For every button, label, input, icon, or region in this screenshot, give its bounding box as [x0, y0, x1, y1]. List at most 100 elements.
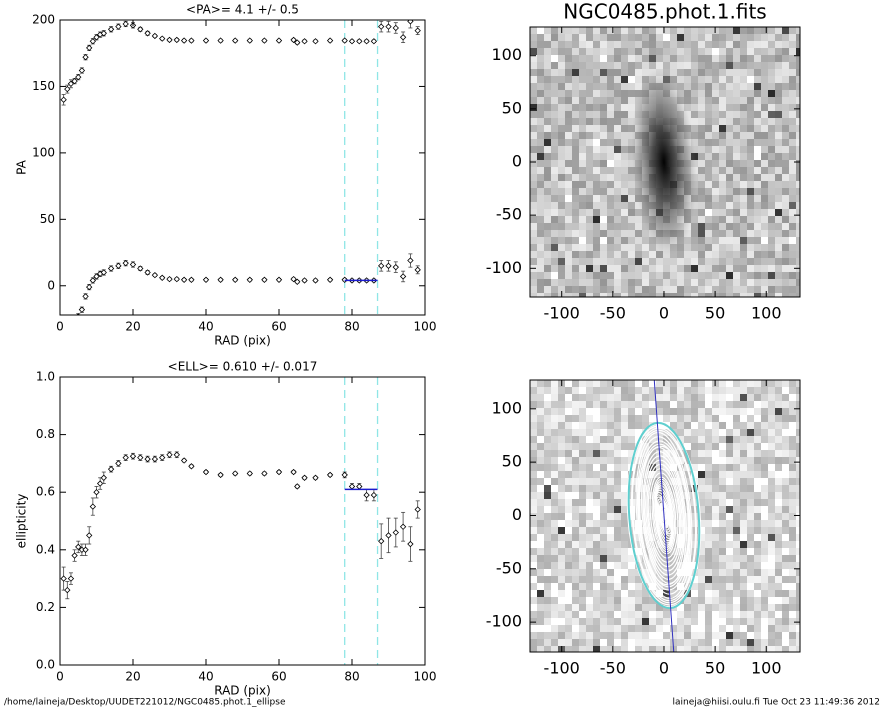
- pixel: [789, 506, 796, 513]
- x-tick-label: 0: [56, 670, 64, 684]
- pixel: [747, 625, 754, 632]
- pixel: [677, 632, 684, 639]
- pixel: [565, 401, 572, 408]
- pixel: [782, 478, 789, 485]
- pixel: [593, 520, 600, 527]
- data-point: [261, 470, 268, 477]
- pixel: [593, 534, 600, 541]
- pixel: [726, 639, 733, 646]
- pixel: [726, 167, 733, 174]
- pixel: [789, 436, 796, 443]
- pixel: [775, 160, 782, 167]
- pixel: [691, 618, 698, 625]
- pixel: [754, 55, 761, 62]
- pixel: [712, 534, 719, 541]
- pixel: [719, 34, 726, 41]
- pixel: [698, 541, 705, 548]
- pixel: [628, 625, 635, 632]
- pixel: [614, 562, 621, 569]
- pixel: [586, 139, 593, 146]
- y-axis-label: PA: [15, 159, 29, 174]
- pixel: [733, 209, 740, 216]
- data-point: [166, 275, 173, 283]
- pixel: [747, 76, 754, 83]
- pixel: [628, 83, 635, 90]
- pixel: [796, 181, 800, 188]
- pixel: [789, 520, 796, 527]
- pixel: [558, 534, 565, 541]
- pixel: [705, 513, 712, 520]
- pixel: [656, 611, 663, 618]
- pixel: [754, 279, 761, 286]
- pixel: [768, 555, 775, 562]
- pixel: [572, 506, 579, 513]
- pixel: [761, 76, 768, 83]
- pixel: [565, 436, 572, 443]
- pixel: [754, 76, 761, 83]
- pixel: [635, 604, 642, 611]
- pixel: [754, 478, 761, 485]
- pixel: [712, 258, 719, 265]
- pixel: [747, 632, 754, 639]
- pixel: [614, 478, 621, 485]
- pixel: [789, 534, 796, 541]
- pixel: [789, 118, 796, 125]
- pixel: [719, 146, 726, 153]
- data-point: [414, 266, 421, 273]
- isophote: [659, 509, 669, 522]
- pixel: [775, 639, 782, 646]
- pixel: [628, 223, 635, 230]
- pixel: [719, 286, 726, 293]
- pixel: [698, 237, 705, 244]
- pixel: [593, 76, 600, 83]
- pixel: [796, 202, 800, 209]
- pixel: [621, 646, 628, 652]
- pixel: [586, 422, 593, 429]
- pixel: [572, 118, 579, 125]
- pixel: [614, 380, 621, 387]
- pixel: [768, 562, 775, 569]
- pixel: [607, 576, 614, 583]
- pixel: [628, 188, 635, 195]
- pixel: [586, 520, 593, 527]
- pixel: [726, 244, 733, 251]
- pixel: [761, 401, 768, 408]
- data-point: [159, 274, 166, 281]
- pixel: [747, 618, 754, 625]
- pixel: [796, 534, 800, 541]
- pixel: [740, 125, 747, 132]
- pixel: [698, 153, 705, 160]
- y-tick-label: 0.8: [36, 427, 55, 441]
- pixel: [551, 216, 558, 223]
- pixel: [684, 293, 691, 297]
- pixel: [558, 55, 565, 62]
- pixel: [530, 569, 537, 576]
- pixel: [768, 153, 775, 160]
- pixel: [586, 293, 593, 297]
- pixel: [719, 534, 726, 541]
- pixel: [705, 97, 712, 104]
- pixel: [796, 555, 800, 562]
- pixel: [775, 125, 782, 132]
- pixel: [572, 188, 579, 195]
- pixel: [719, 457, 726, 464]
- pixel: [593, 265, 600, 272]
- pixel: [733, 415, 740, 422]
- pixel: [642, 69, 649, 76]
- pixel: [530, 125, 537, 132]
- pixel: [621, 286, 628, 293]
- pixel: [607, 450, 614, 457]
- pixel: [544, 380, 551, 387]
- pixel: [782, 464, 789, 471]
- pixel: [726, 548, 733, 555]
- pixel: [768, 195, 775, 202]
- pixel: [572, 223, 579, 230]
- pixel: [775, 230, 782, 237]
- pixel: [579, 90, 586, 97]
- pixel: [628, 41, 635, 48]
- pixel: [642, 625, 649, 632]
- pixel: [649, 27, 656, 34]
- pixel: [537, 422, 544, 429]
- pixel: [565, 597, 572, 604]
- pixel: [544, 230, 551, 237]
